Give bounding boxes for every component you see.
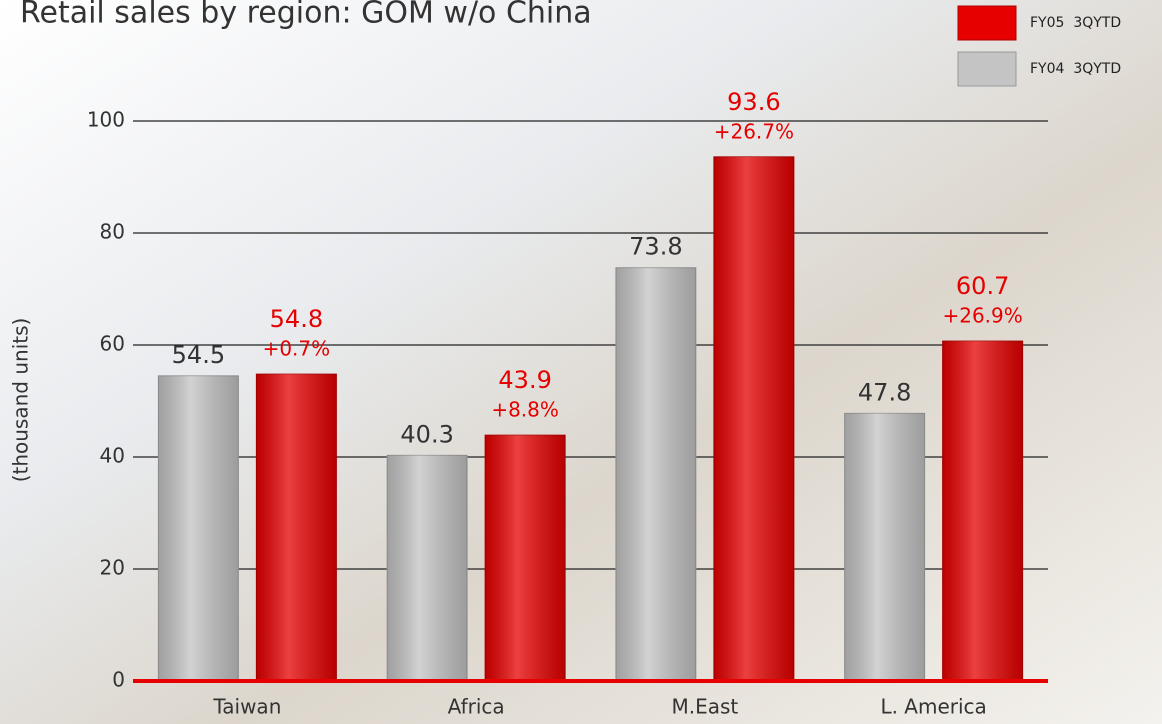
bar [158, 376, 238, 681]
legend-swatch [958, 6, 1016, 40]
change-label: +8.8% [491, 398, 559, 422]
data-label: 60.7 [956, 272, 1009, 300]
y-tick-label: 60 [100, 332, 125, 356]
x-tick-label: M.East [671, 695, 738, 719]
bar [256, 374, 336, 681]
y-tick-label: 80 [100, 220, 125, 244]
y-tick-label: 0 [112, 668, 125, 692]
data-label: 54.5 [172, 341, 225, 369]
change-label: +26.7% [714, 119, 794, 143]
y-tick-label: 40 [100, 444, 125, 468]
data-label: 47.8 [858, 378, 911, 406]
chart: Retail sales by region: GOM w/o China (t… [0, 0, 1162, 724]
chart-title: Retail sales by region: GOM w/o China [20, 0, 592, 31]
data-label: 54.8 [270, 305, 323, 333]
y-tick-label: 20 [100, 556, 125, 580]
page: {"chart_data": { "type": "bar", "title":… [0, 0, 1162, 724]
legend-label: FY05 3QYTD [1030, 15, 1121, 31]
legend-label: FY04 3QYTD [1030, 61, 1121, 77]
bar [845, 413, 925, 681]
x-tick-label: Africa [448, 695, 505, 719]
legend-swatch [958, 52, 1016, 86]
bar [485, 435, 565, 681]
bar [616, 268, 696, 681]
data-label: 40.3 [400, 420, 453, 448]
data-label: 73.8 [629, 233, 682, 261]
y-tick-label: 100 [87, 108, 125, 132]
x-tick-label: L. America [880, 695, 986, 719]
bar [943, 341, 1023, 681]
bar [387, 455, 467, 681]
change-label: +26.9% [942, 304, 1022, 328]
bar [714, 157, 794, 681]
data-label: 93.6 [727, 88, 780, 116]
data-label: 43.9 [498, 366, 551, 394]
y-axis-label: (thousand units) [9, 318, 33, 483]
x-tick-label: Taiwan [212, 695, 281, 719]
change-label: +0.7% [263, 337, 331, 361]
